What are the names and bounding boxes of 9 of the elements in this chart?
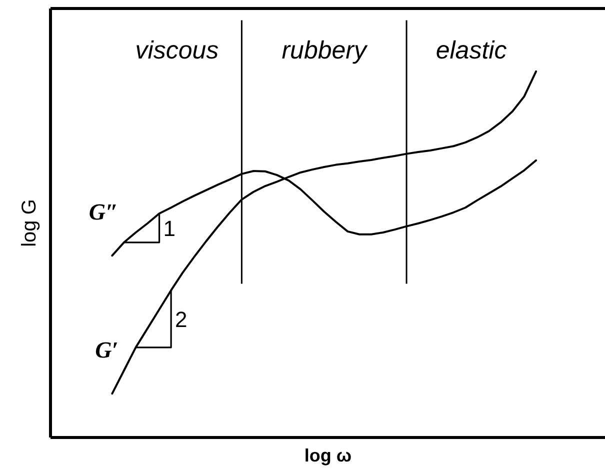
- y-axis-title: log G: [18, 199, 40, 247]
- text: rubbery: [282, 36, 368, 65]
- series-label: G′: [95, 338, 118, 363]
- legend-label: G″: [88, 200, 118, 225]
- annotation: 2: [175, 306, 188, 332]
- x-axis-title: log ω: [304, 446, 352, 466]
- text: elastic: [436, 36, 508, 65]
- annotation: 1: [163, 216, 176, 241]
- text: viscous: [135, 36, 219, 65]
